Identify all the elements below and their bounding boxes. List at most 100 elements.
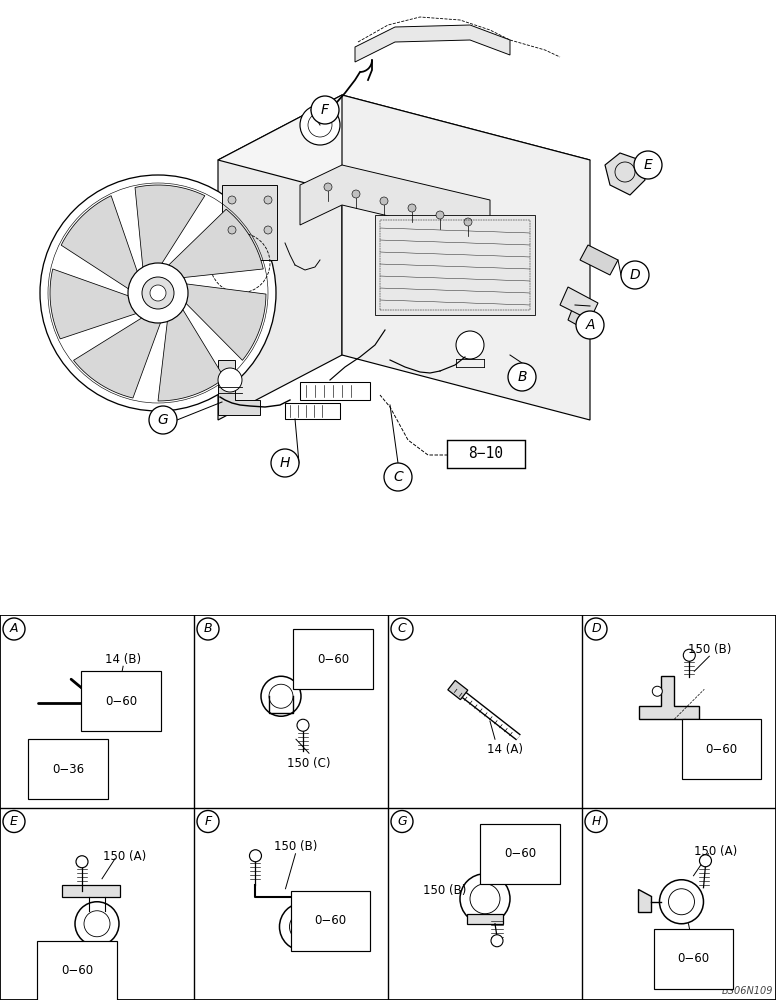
Circle shape bbox=[261, 676, 301, 716]
Polygon shape bbox=[568, 307, 600, 335]
Polygon shape bbox=[448, 680, 468, 700]
Text: BS06N109: BS06N109 bbox=[722, 986, 773, 996]
Polygon shape bbox=[135, 185, 205, 269]
Text: G: G bbox=[158, 413, 168, 427]
Circle shape bbox=[653, 686, 662, 696]
Circle shape bbox=[408, 204, 416, 212]
Polygon shape bbox=[218, 360, 260, 415]
Circle shape bbox=[384, 463, 412, 491]
Circle shape bbox=[456, 331, 484, 359]
Polygon shape bbox=[639, 676, 699, 719]
Circle shape bbox=[228, 196, 236, 204]
Bar bbox=[375, 215, 535, 315]
Circle shape bbox=[271, 449, 299, 477]
Circle shape bbox=[75, 902, 119, 946]
Text: 8−10: 8−10 bbox=[469, 446, 504, 462]
Circle shape bbox=[634, 151, 662, 179]
Text: A: A bbox=[585, 318, 594, 332]
Circle shape bbox=[576, 311, 604, 339]
Bar bbox=[380, 220, 530, 310]
Text: F: F bbox=[321, 103, 329, 117]
Text: 0−60: 0−60 bbox=[677, 952, 709, 965]
Polygon shape bbox=[580, 245, 618, 275]
Circle shape bbox=[585, 810, 607, 832]
Bar bbox=[62, 885, 120, 897]
Circle shape bbox=[264, 226, 272, 234]
Circle shape bbox=[460, 874, 510, 924]
Circle shape bbox=[40, 175, 276, 411]
Circle shape bbox=[391, 618, 413, 640]
Circle shape bbox=[264, 196, 272, 204]
Circle shape bbox=[621, 261, 649, 289]
Text: G: G bbox=[397, 815, 407, 828]
Text: B: B bbox=[518, 370, 527, 384]
Text: F: F bbox=[204, 815, 212, 828]
Polygon shape bbox=[218, 95, 590, 225]
Polygon shape bbox=[158, 308, 224, 401]
FancyBboxPatch shape bbox=[447, 440, 525, 468]
Text: 0−60: 0−60 bbox=[317, 653, 349, 666]
Text: 14 (A): 14 (A) bbox=[487, 743, 523, 756]
Text: H: H bbox=[280, 456, 290, 470]
Polygon shape bbox=[74, 317, 161, 398]
Circle shape bbox=[660, 880, 704, 924]
Circle shape bbox=[311, 96, 339, 124]
Circle shape bbox=[197, 810, 219, 832]
Text: 150 (B): 150 (B) bbox=[424, 884, 466, 897]
Circle shape bbox=[391, 810, 413, 832]
Circle shape bbox=[249, 850, 262, 862]
Text: D: D bbox=[629, 268, 640, 282]
Polygon shape bbox=[355, 25, 510, 62]
Text: 150 (A): 150 (A) bbox=[694, 845, 737, 858]
Text: A: A bbox=[10, 622, 19, 636]
Text: E: E bbox=[643, 158, 653, 172]
Text: 0−60: 0−60 bbox=[504, 847, 536, 860]
Circle shape bbox=[279, 903, 327, 951]
Polygon shape bbox=[639, 889, 652, 912]
Circle shape bbox=[76, 856, 88, 868]
Polygon shape bbox=[605, 153, 645, 195]
Circle shape bbox=[491, 935, 503, 947]
Text: 0−60: 0−60 bbox=[705, 743, 737, 756]
Text: B: B bbox=[203, 622, 213, 636]
Polygon shape bbox=[167, 209, 263, 278]
Circle shape bbox=[699, 855, 712, 867]
Circle shape bbox=[436, 211, 444, 219]
Circle shape bbox=[684, 649, 695, 661]
Polygon shape bbox=[218, 95, 342, 420]
Text: 150 (A): 150 (A) bbox=[103, 850, 147, 863]
Bar bbox=[300, 382, 370, 400]
Bar bbox=[467, 914, 503, 924]
Circle shape bbox=[508, 363, 536, 391]
Circle shape bbox=[3, 618, 25, 640]
Circle shape bbox=[218, 368, 242, 392]
Polygon shape bbox=[185, 284, 266, 360]
Text: 0−60: 0−60 bbox=[105, 695, 137, 708]
Circle shape bbox=[352, 190, 360, 198]
Circle shape bbox=[380, 197, 388, 205]
Circle shape bbox=[149, 406, 177, 434]
Text: 0−36: 0−36 bbox=[52, 763, 84, 776]
Text: 150 (C): 150 (C) bbox=[287, 757, 331, 770]
Text: 150 (B): 150 (B) bbox=[688, 643, 731, 656]
Circle shape bbox=[150, 285, 166, 301]
Circle shape bbox=[142, 277, 174, 309]
Circle shape bbox=[585, 618, 607, 640]
Circle shape bbox=[228, 226, 236, 234]
Text: 0−60: 0−60 bbox=[314, 914, 347, 927]
Circle shape bbox=[297, 719, 309, 731]
Polygon shape bbox=[560, 287, 598, 320]
Circle shape bbox=[3, 810, 25, 832]
Polygon shape bbox=[342, 95, 590, 420]
Polygon shape bbox=[50, 269, 138, 339]
Polygon shape bbox=[61, 196, 138, 290]
Circle shape bbox=[197, 618, 219, 640]
Text: 150 (B): 150 (B) bbox=[274, 840, 317, 853]
Text: 0−60: 0−60 bbox=[61, 964, 93, 977]
Bar bbox=[222, 185, 277, 260]
Bar bbox=[285, 403, 340, 419]
Text: C: C bbox=[393, 470, 403, 484]
Text: C: C bbox=[397, 622, 407, 636]
Text: H: H bbox=[591, 815, 601, 828]
Circle shape bbox=[82, 690, 108, 716]
